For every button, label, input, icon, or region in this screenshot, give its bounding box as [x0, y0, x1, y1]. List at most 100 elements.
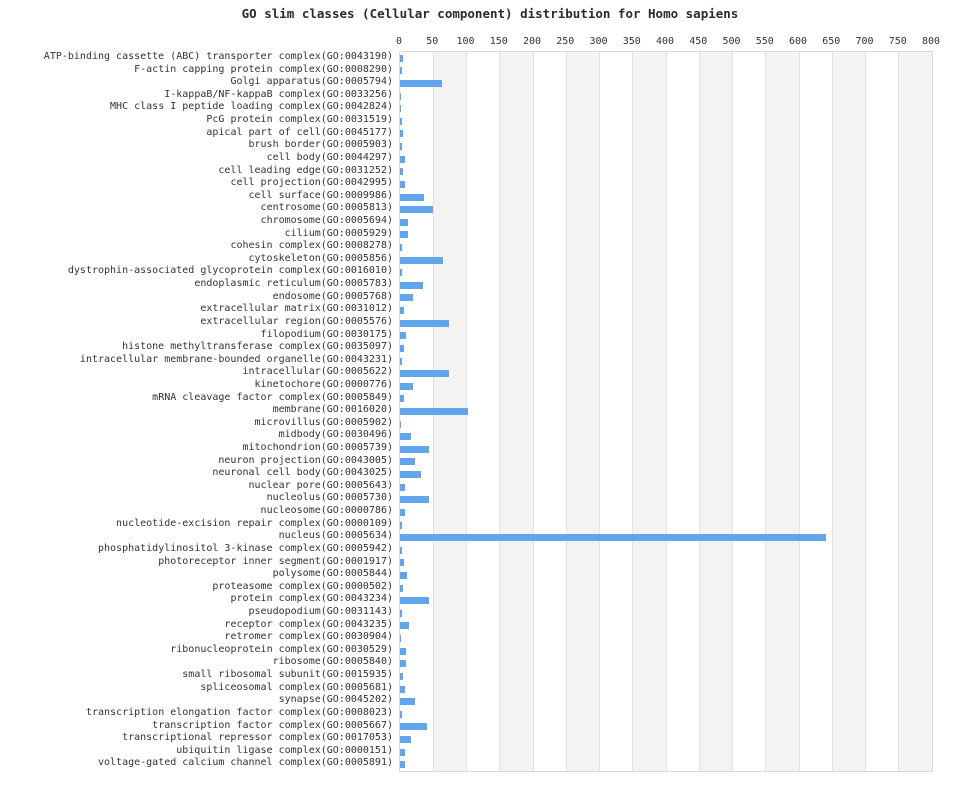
grid-band — [632, 52, 666, 771]
x-tick-label: 400 — [655, 36, 675, 47]
category-label: MHC class I peptide loading complex(GO:0… — [110, 101, 393, 113]
category-label: voltage-gated calcium channel complex(GO… — [97, 757, 393, 769]
category-label: I-kappaB/NF-kappaB complex(GO:0033256) — [164, 88, 393, 100]
category-label: ribosome(GO:0005840) — [272, 656, 393, 668]
x-tick-label: 200 — [522, 36, 542, 47]
bar — [400, 155, 405, 163]
category-label: intracellular membrane-bounded organelle… — [79, 353, 393, 365]
bar — [400, 357, 402, 365]
category-label: filopodium(GO:0030175) — [260, 328, 393, 340]
x-tick-label: 250 — [556, 36, 575, 47]
plot-area — [399, 51, 933, 772]
category-label: protein complex(GO:0043234) — [230, 593, 393, 605]
grid-band — [699, 52, 733, 771]
bar — [400, 635, 402, 643]
bar — [400, 508, 405, 516]
bar — [400, 571, 408, 579]
bar — [400, 408, 468, 415]
grid-band — [666, 52, 700, 771]
category-label: brush border(GO:0005903) — [248, 139, 394, 151]
grid-band — [898, 52, 932, 771]
bar — [400, 597, 430, 605]
x-tick-label: 500 — [722, 36, 741, 47]
category-label: cell body(GO:0044297) — [266, 151, 393, 163]
x-tick-label: 0 — [395, 36, 403, 47]
bar — [400, 685, 406, 693]
category-label: ATP-binding cassette (ABC) transporter c… — [43, 51, 393, 62]
category-label: ubiquitin ligase complex(GO:0000151) — [176, 744, 393, 756]
category-label: F-actin capping protein complex(GO:00082… — [134, 63, 393, 75]
category-label: transcription factor complex(GO:0005667) — [152, 719, 393, 731]
category-label: cell surface(GO:0009986) — [248, 189, 394, 201]
category-label: microvillus(GO:0005902) — [254, 416, 393, 428]
category-label: extracellular region(GO:0005576) — [200, 315, 393, 327]
bar — [400, 496, 430, 504]
grid-band — [599, 52, 633, 771]
x-tick-label: 150 — [489, 36, 508, 47]
category-label: pseudopodium(GO:0031143) — [248, 606, 394, 618]
bar — [400, 92, 402, 100]
bar — [400, 54, 403, 62]
grid-band — [566, 52, 600, 771]
gridline — [698, 52, 700, 771]
bar — [400, 748, 405, 756]
x-tick-label: 450 — [689, 36, 708, 47]
category-label: nucleolus(GO:0005730) — [266, 492, 393, 504]
bar — [400, 117, 402, 125]
category-label: polysome(GO:0005844) — [272, 568, 393, 580]
category-label: chromosome(GO:0005694) — [260, 214, 393, 226]
category-label: nucleosome(GO:0000786) — [260, 505, 393, 517]
category-label: endoplasmic reticulum(GO:0005783) — [194, 278, 393, 290]
bar — [400, 307, 404, 315]
category-label: extracellular matrix(GO:0031012) — [200, 303, 393, 315]
bar — [400, 761, 405, 769]
bar — [400, 281, 424, 289]
bar — [400, 660, 406, 668]
grid-band — [865, 52, 899, 771]
category-label: histone methyltransferase complex(GO:003… — [122, 341, 393, 353]
bar — [400, 471, 421, 479]
bar — [400, 735, 411, 743]
category-label: transcription elongation factor complex(… — [85, 706, 393, 718]
category-label: endosome(GO:0005768) — [272, 290, 393, 302]
x-tick-label: 650 — [822, 36, 841, 47]
bar — [400, 332, 406, 340]
gridline — [632, 52, 634, 771]
x-tick-label: 700 — [855, 36, 874, 47]
category-label: dystrophin-associated glycoprotein compl… — [67, 265, 393, 277]
bar — [400, 420, 402, 428]
category-label: phosphatidylinositol 3-kinase complex(GO… — [97, 542, 393, 554]
category-label: midbody(GO:0030496) — [278, 429, 393, 441]
bar — [400, 710, 402, 718]
bar — [400, 559, 404, 567]
gridline — [532, 52, 534, 771]
gridline — [599, 52, 600, 771]
category-label: neuronal cell body(GO:0043025) — [212, 467, 393, 479]
bar — [400, 206, 434, 214]
category-label: membrane(GO:0016020) — [272, 404, 393, 416]
bar — [400, 698, 415, 706]
bar — [400, 218, 408, 226]
bar — [400, 382, 414, 390]
category-label: proteasome complex(GO:0000502) — [212, 580, 393, 592]
x-tick-label: 50 — [426, 36, 439, 47]
gridline — [665, 52, 667, 771]
gridline — [831, 52, 833, 771]
gridline — [499, 52, 501, 771]
category-label: cell leading edge(GO:0031252) — [218, 164, 393, 176]
category-label: photoreceptor inner segment(GO:0001917) — [158, 555, 393, 567]
bar — [400, 193, 424, 201]
category-label: ribonucleoprotein complex(GO:0030529) — [170, 643, 393, 655]
gridline — [865, 52, 866, 771]
x-tick-label: 100 — [456, 36, 475, 47]
grid-band — [499, 52, 533, 771]
category-label: PcG protein complex(GO:0031519) — [206, 114, 393, 126]
bar — [400, 143, 402, 151]
bar — [400, 168, 404, 176]
bar — [400, 180, 406, 188]
bar — [400, 395, 404, 403]
bar — [400, 483, 406, 491]
category-label: intracellular(GO:0005622) — [242, 366, 393, 378]
bar — [400, 622, 409, 630]
